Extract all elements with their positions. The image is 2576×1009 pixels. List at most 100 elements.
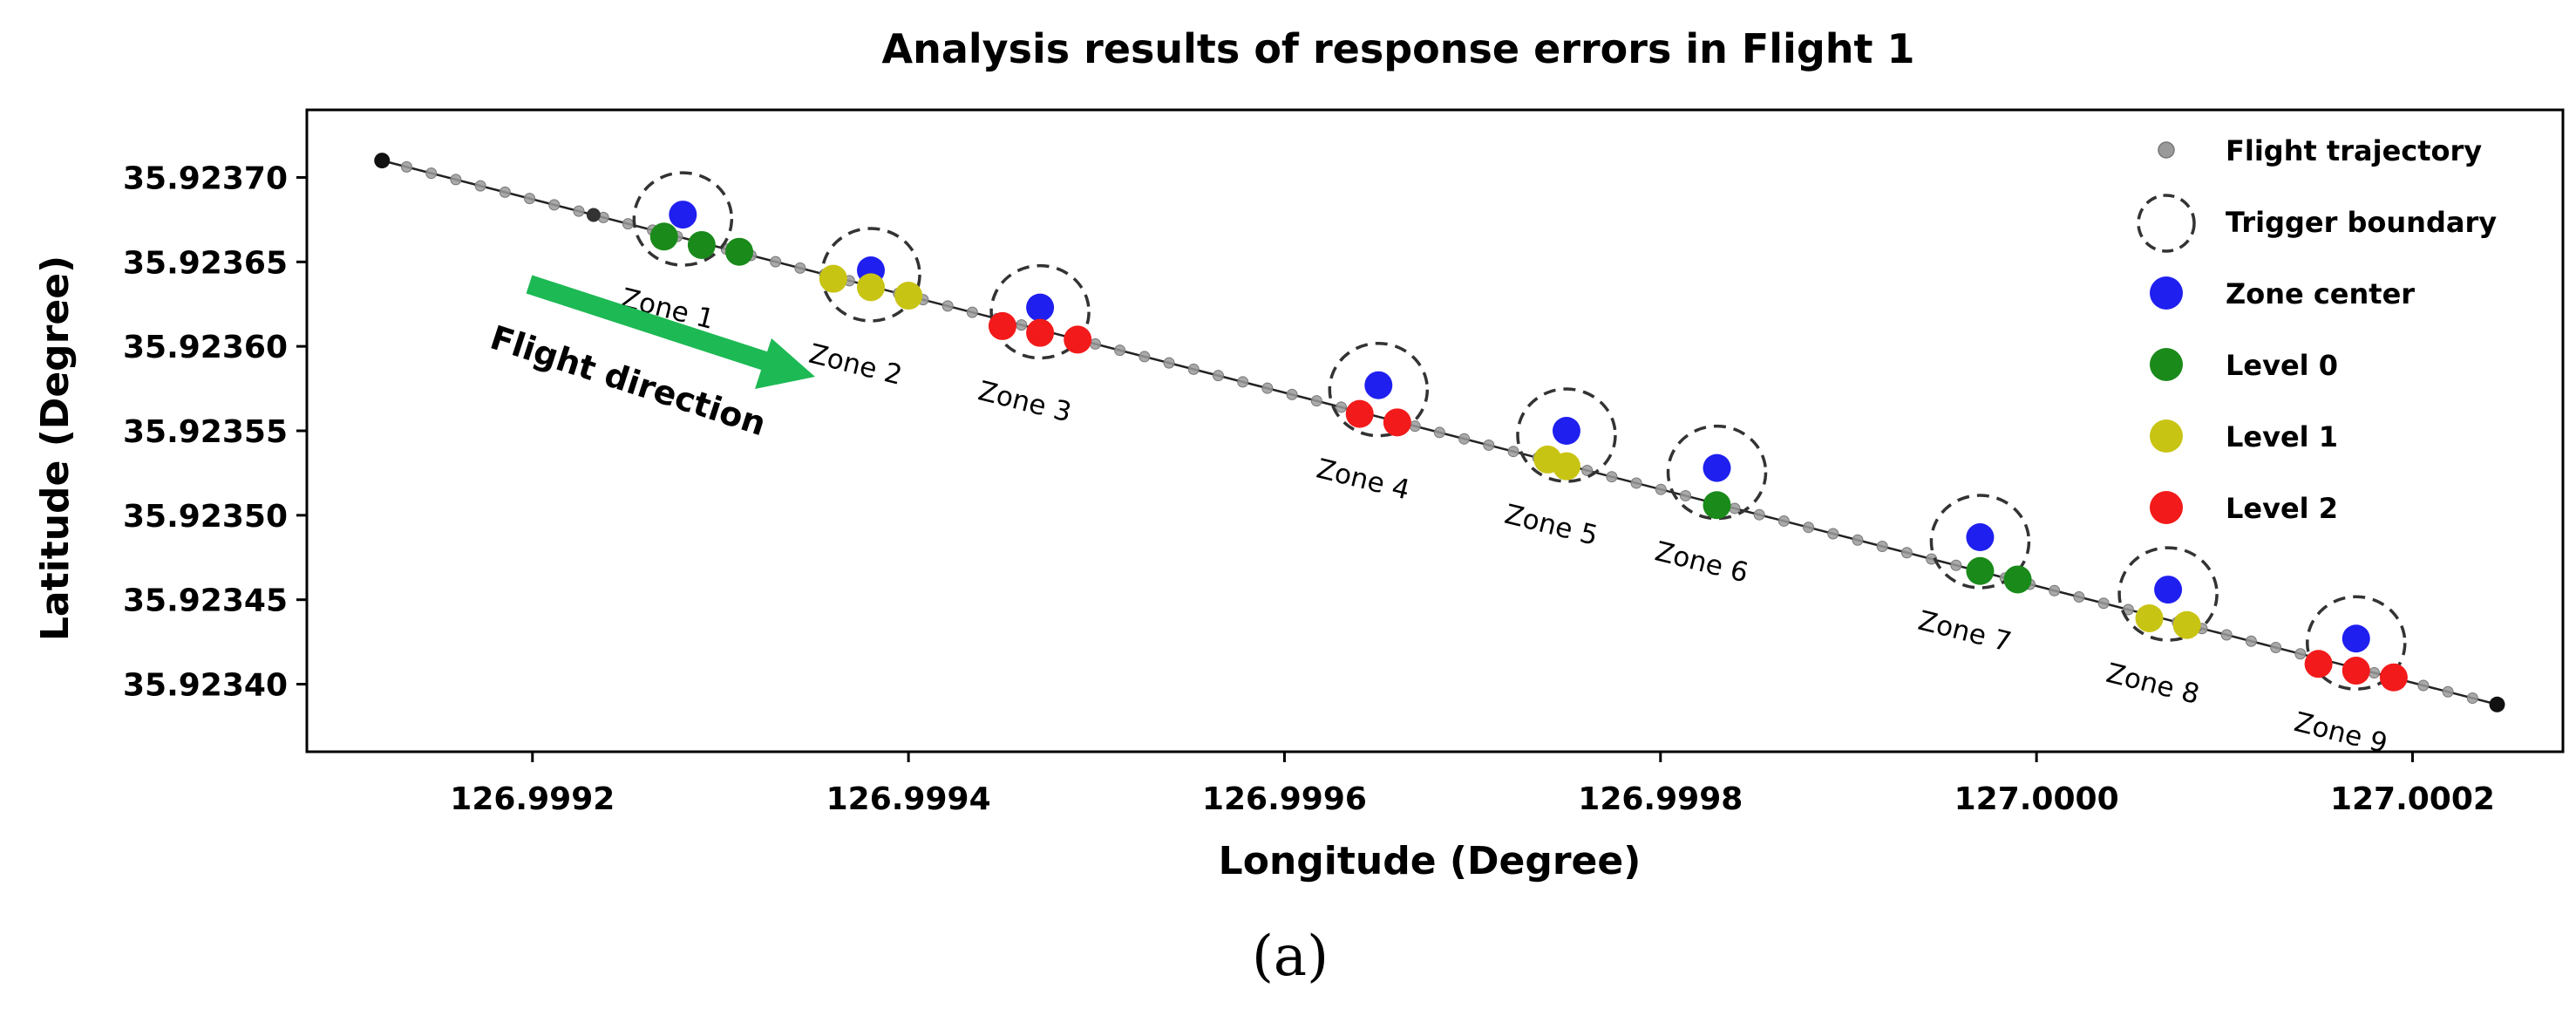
zone-8-level-1-point [2135,603,2164,632]
trajectory-point [524,193,536,205]
legend-center-marker [2150,276,2183,310]
zone-8-center [2154,576,2183,604]
trajectory-point [1680,489,1692,501]
zone-8-label: Zone 8 [2104,658,2203,711]
legend-level0-label: Level 0 [2226,349,2338,382]
trajectory-point [2073,590,2085,603]
zone-1-level-0-point [687,230,716,259]
trajectory-point [1310,395,1322,407]
zone-5-trigger-boundary [1516,387,1617,483]
trajectory-point [1237,376,1249,388]
zone-5-level-1-point [1552,452,1580,481]
y-tick-label: 35.92355 [123,414,288,450]
trajectory-point [450,174,462,186]
axis-ticks: 126.9992 126.9994 126.9996 126.9998 127.0000… [123,160,2495,817]
y-tick-label: 35.92370 [123,160,288,196]
trajectory-point [1753,508,1765,521]
legend-trajectory-label: Flight trajectory [2226,134,2482,167]
zone-3-level-2-point [1026,318,1055,347]
trajectory-point [1876,540,1888,552]
trajectory-point [2417,679,2430,692]
x-tick-label: 126.9998 [1578,781,1743,817]
legend-entry-level0: Level 0 [2150,348,2338,382]
flight-direction-label: Flight direction [486,318,771,444]
trajectory-start-point [374,153,391,169]
zone-2-level-1-point [857,273,885,302]
trajectory-point [1950,559,1962,571]
x-tick-label: 126.9996 [1202,781,1367,817]
zone-4-label: Zone 4 [1314,453,1413,506]
trajectory-point [2122,603,2134,616]
legend-entry-center: Zone center [2150,276,2415,310]
trajectory-point [1606,471,1618,483]
trajectory-point [1261,382,1274,394]
trajectory-point [573,205,585,217]
trajectory-point [2220,629,2233,641]
x-axis-label: Longitude (Degree) [1219,839,1641,883]
y-tick-label: 35.92350 [123,499,288,535]
trajectory-point [1163,357,1175,369]
zone-4-center [1364,371,1393,399]
zone-6-trigger-boundary [1666,424,1768,521]
zone-9-level-2-point [2379,663,2408,692]
zone-3-trigger-boundary [989,263,1091,360]
zone-2-level-1-point [819,264,847,293]
trajectory-point [400,160,412,173]
zone-1-level-0-point [649,222,678,251]
x-tick-label: 126.9994 [826,781,991,817]
flight-direction-arrow-shaft [526,275,779,374]
zone-2-level-1-point [894,282,923,310]
trajectory-point [1483,439,1495,451]
legend: Flight trajectory Trigger boundary Zone ce… [2137,134,2497,525]
trajectory-point [1286,388,1298,400]
zone-3-center [1026,293,1055,322]
zone-9-level-2-point [2304,650,2333,678]
legend-entry-trajectory: Flight trajectory [2158,134,2482,167]
figure-caption: (a) [1252,924,1329,989]
trajectory-point [1729,502,1741,515]
trajectory-point [1433,426,1445,439]
legend-trajectory-marker [2158,141,2175,159]
trajectory-end-point [2489,696,2505,712]
trajectory-point [1507,446,1519,458]
flight-direction-arrow-head [755,338,815,389]
zone-6-center [1703,453,1731,482]
trajectory-point [1926,553,1938,565]
zone-1-level-0-point [725,237,754,266]
zone-6-label: Zone 6 [1652,535,1751,589]
zone-8-level-1-point [2172,610,2201,639]
trajectory-point [1336,401,1348,413]
zone-6-level-0-point [1703,491,1731,520]
zone-7-level-0-point [2003,565,2032,594]
y-tick-label: 35.92360 [123,330,288,365]
legend-center-label: Zone center [2226,277,2415,310]
legend-level0-marker [2150,348,2183,381]
zone-1-trigger-boundary [632,171,734,267]
zone-4-trigger-boundary [1328,341,1430,438]
trajectory-point [474,180,486,192]
zone-9-level-2-point [2342,657,2370,685]
trajectory-point [1212,370,1224,382]
y-tick-label: 35.92365 [123,245,288,281]
x-tick-label: 126.9992 [450,781,615,817]
zone-4-level-2-point [1345,399,1374,428]
legend-entry-level1: Level 1 [2150,419,2338,453]
zone-4-level-2-point [1383,408,1411,437]
zone-7-trigger-boundary [1929,494,2031,590]
trajectory-point [1114,344,1126,357]
zone-7-level-0-point [1966,556,1995,585]
y-axis-label: Latitude (Degree) [33,256,78,641]
zone-3-level-2-point [988,311,1016,340]
chart-title: Analysis results of response errors in F… [881,25,1914,72]
legend-entry-boundary: Trigger boundary [2137,194,2497,253]
trajectory-point [2368,667,2380,679]
trajectory-point [1900,547,1913,559]
trajectory-point [548,199,561,211]
trajectory-point [1803,522,1815,534]
trajectory-point [2270,642,2282,654]
legend-level2-marker [2150,491,2183,524]
zone-9-trigger-boundary [2306,595,2407,691]
legend-boundary-label: Trigger boundary [2226,206,2497,239]
